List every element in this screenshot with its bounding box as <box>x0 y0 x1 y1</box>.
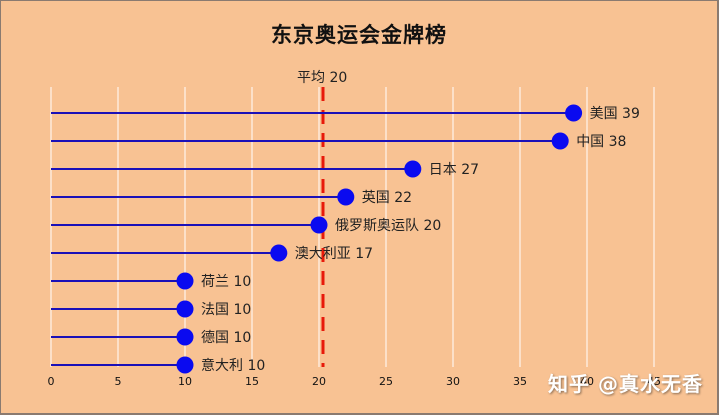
x-tick-label: 10 <box>178 375 192 388</box>
x-tick-label: 45 <box>647 375 661 388</box>
data-label: 日本 27 <box>429 162 479 178</box>
data-label: 中国 38 <box>576 134 626 150</box>
lollipop-marker <box>404 160 422 178</box>
x-tick-label: 15 <box>245 375 259 388</box>
x-tick-label: 5 <box>115 375 122 388</box>
x-tick-label: 0 <box>48 375 55 388</box>
lollipop-marker <box>176 272 194 290</box>
data-label: 英国 22 <box>362 189 412 206</box>
x-tick-label: 25 <box>379 375 393 388</box>
lollipop-marker <box>310 216 328 234</box>
x-tick-label: 35 <box>513 375 527 388</box>
data-label: 澳大利亚 17 <box>295 246 373 262</box>
data-label: 德国 10 <box>201 330 251 346</box>
data-label: 意大利 10 <box>201 357 265 374</box>
lollipop-marker <box>176 356 194 374</box>
x-tick-label: 40 <box>580 375 594 388</box>
data-label: 俄罗斯奥运队 20 <box>335 217 441 234</box>
data-label: 美国 39 <box>590 106 640 122</box>
data-label: 法国 10 <box>201 302 251 318</box>
lollipop-marker <box>176 300 194 318</box>
chart-title: 东京奥运会金牌榜 <box>271 23 447 47</box>
x-tick-label: 30 <box>446 375 460 388</box>
lollipop-marker <box>551 132 569 150</box>
data-label: 荷兰 10 <box>201 274 251 290</box>
watermark: 知乎 @真水无香 <box>548 372 703 396</box>
lollipop-marker <box>270 244 288 262</box>
x-tick-label: 20 <box>312 375 326 388</box>
lollipop-marker <box>565 104 583 122</box>
lollipop-marker <box>176 328 194 346</box>
lollipop-marker <box>337 188 355 206</box>
average-label: 平均 20 <box>297 70 348 86</box>
